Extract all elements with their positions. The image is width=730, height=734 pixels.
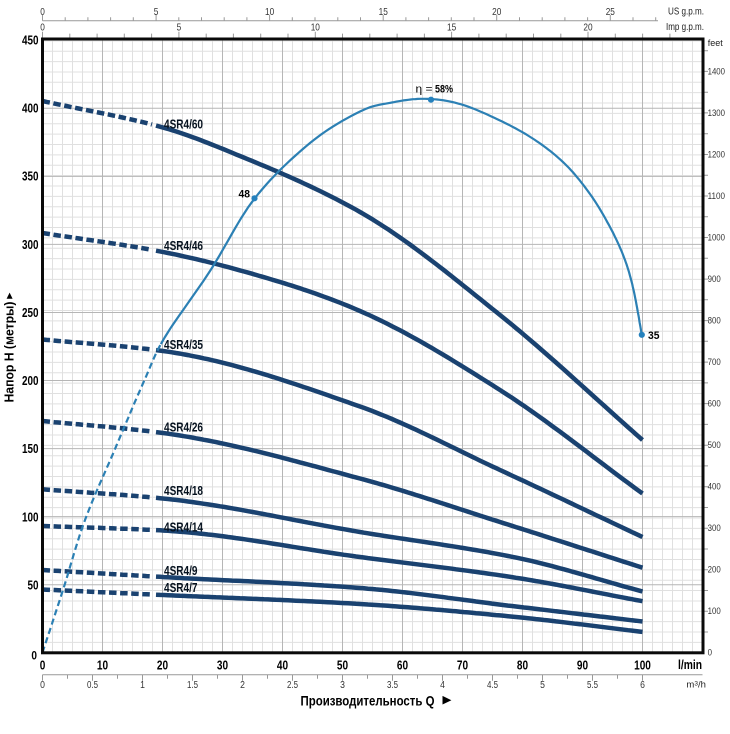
svg-text:10: 10 — [265, 6, 274, 18]
svg-text:1400: 1400 — [708, 66, 725, 76]
svg-text:450: 450 — [22, 32, 39, 47]
svg-text:0: 0 — [40, 658, 46, 673]
svg-text:2: 2 — [240, 680, 245, 691]
svg-text:5: 5 — [540, 680, 545, 691]
svg-text:700: 700 — [708, 357, 721, 367]
svg-text:250: 250 — [22, 305, 39, 320]
svg-text:4SR4/60: 4SR4/60 — [164, 117, 203, 132]
svg-text:10: 10 — [97, 658, 108, 673]
svg-text:200: 200 — [22, 373, 39, 388]
svg-text:0: 0 — [708, 648, 712, 658]
svg-text:1: 1 — [140, 680, 145, 691]
svg-text:15: 15 — [379, 6, 388, 18]
svg-text:0: 0 — [31, 648, 37, 662]
svg-text:4SR4/18: 4SR4/18 — [164, 483, 203, 498]
svg-text:4: 4 — [440, 680, 445, 691]
svg-text:6: 6 — [640, 680, 645, 691]
svg-text:Напор H (метры): Напор H (метры) — [1, 302, 16, 403]
svg-text:15: 15 — [447, 22, 456, 34]
svg-text:feet: feet — [708, 38, 724, 48]
svg-text:m3/h: m3/h — [686, 680, 705, 691]
svg-text:3: 3 — [340, 680, 345, 691]
svg-text:48: 48 — [239, 189, 251, 201]
svg-text:80: 80 — [517, 658, 528, 673]
svg-text:100: 100 — [708, 606, 721, 616]
svg-text:l/min: l/min — [678, 657, 702, 672]
svg-text:90: 90 — [577, 658, 588, 673]
svg-text:150: 150 — [22, 441, 39, 456]
svg-text:100: 100 — [634, 658, 651, 673]
svg-text:1000: 1000 — [708, 232, 725, 242]
svg-text:50: 50 — [337, 658, 348, 673]
svg-text:5: 5 — [177, 22, 182, 34]
svg-text:η =: η = — [416, 84, 433, 96]
svg-text:900: 900 — [708, 274, 721, 284]
svg-text:4SR4/26: 4SR4/26 — [164, 420, 203, 435]
svg-text:40: 40 — [277, 658, 288, 673]
svg-text:200: 200 — [708, 565, 721, 575]
svg-text:0: 0 — [40, 680, 45, 691]
svg-text:5.5: 5.5 — [587, 680, 598, 691]
svg-text:Производительность Q: Производительность Q — [301, 693, 435, 709]
svg-text:600: 600 — [708, 399, 721, 409]
svg-text:4SR4/46: 4SR4/46 — [164, 238, 203, 253]
svg-text:1200: 1200 — [708, 149, 725, 159]
svg-text:300: 300 — [708, 523, 721, 533]
svg-text:4SR4/14: 4SR4/14 — [164, 520, 204, 535]
svg-text:30: 30 — [217, 658, 228, 673]
svg-text:70: 70 — [457, 658, 468, 673]
svg-text:300: 300 — [22, 237, 39, 252]
svg-text:50: 50 — [28, 577, 39, 592]
svg-text:3.5: 3.5 — [387, 680, 398, 691]
svg-text:5: 5 — [154, 6, 159, 18]
svg-text:2.5: 2.5 — [287, 680, 298, 691]
svg-text:800: 800 — [708, 316, 721, 326]
svg-text:10: 10 — [311, 22, 320, 34]
svg-text:500: 500 — [708, 440, 721, 450]
svg-text:350: 350 — [22, 169, 39, 184]
svg-text:0: 0 — [40, 6, 45, 18]
svg-text:25: 25 — [606, 6, 615, 18]
svg-text:4SR4/35: 4SR4/35 — [164, 337, 203, 352]
svg-text:60: 60 — [397, 658, 408, 673]
svg-text:0: 0 — [40, 22, 45, 34]
svg-text:4SR4/9: 4SR4/9 — [164, 563, 198, 578]
svg-text:1300: 1300 — [708, 108, 725, 118]
svg-text:35: 35 — [648, 330, 660, 342]
svg-text:58%: 58% — [435, 84, 453, 96]
svg-text:400: 400 — [22, 101, 39, 116]
svg-text:4.5: 4.5 — [487, 680, 498, 691]
svg-text:1.5: 1.5 — [187, 680, 198, 691]
svg-text:100: 100 — [22, 509, 39, 524]
svg-text:1100: 1100 — [708, 191, 725, 201]
svg-text:20: 20 — [157, 658, 168, 673]
svg-text:Imp g.p.m.: Imp g.p.m. — [666, 22, 704, 33]
svg-text:US g.p.m.: US g.p.m. — [668, 7, 704, 18]
svg-text:400: 400 — [708, 482, 721, 492]
svg-text:20: 20 — [492, 6, 501, 18]
svg-text:0.5: 0.5 — [87, 680, 98, 691]
svg-text:20: 20 — [583, 22, 592, 34]
svg-text:4SR4/7: 4SR4/7 — [164, 580, 198, 595]
